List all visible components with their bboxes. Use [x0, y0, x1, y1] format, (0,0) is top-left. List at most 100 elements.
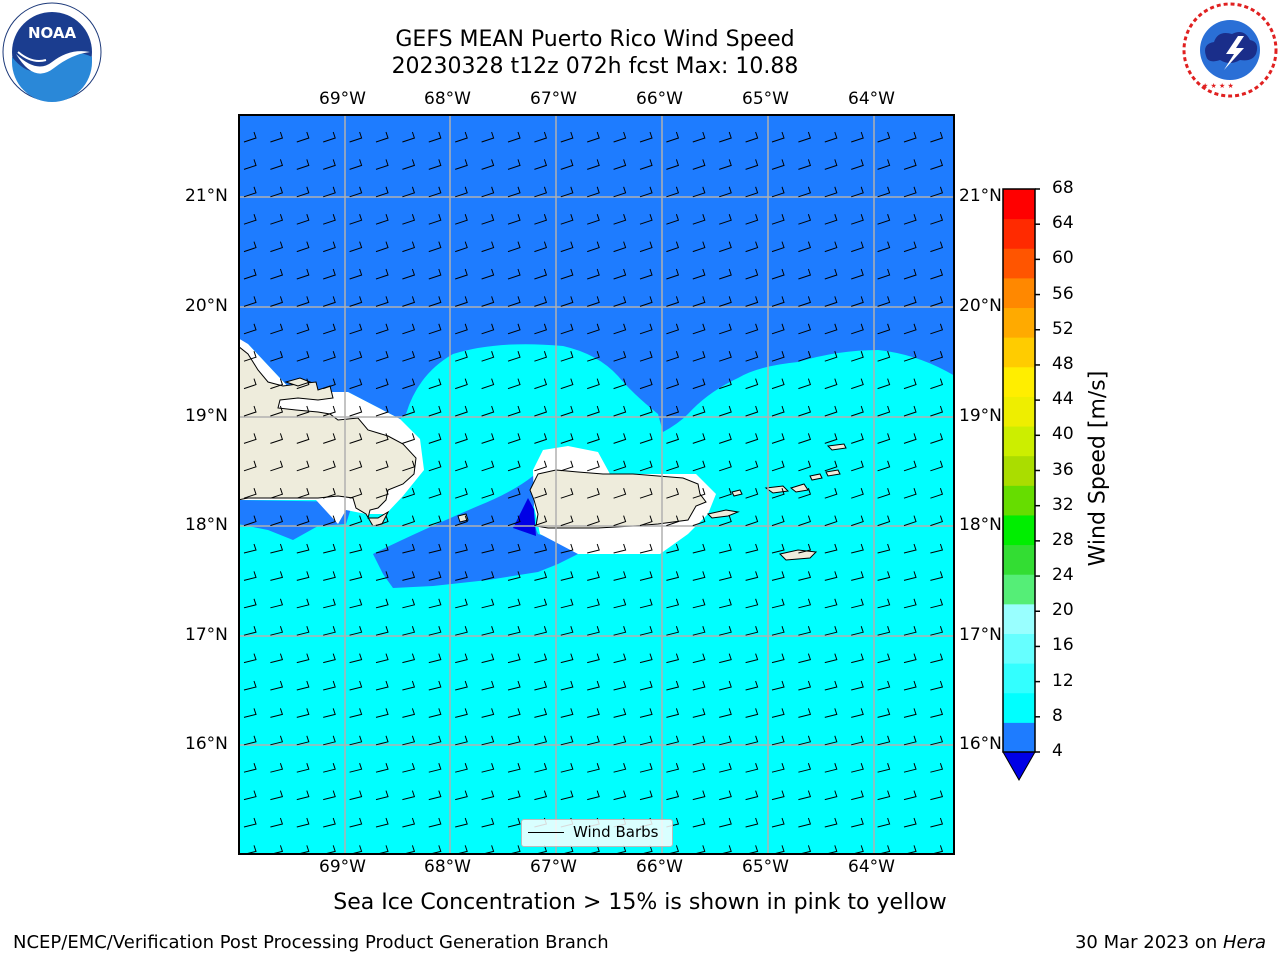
wind-barb	[851, 515, 864, 527]
wind-barb	[296, 186, 310, 198]
wind-barb	[402, 626, 416, 636]
wind-barb	[323, 460, 336, 472]
wind-barb	[296, 296, 310, 307]
wind-barb	[903, 515, 917, 527]
wind-barb	[402, 378, 416, 390]
wind-barb	[771, 323, 785, 335]
sea-ice-caption: Sea Ice Concentration > 15% is shown in …	[333, 890, 947, 915]
wind-barb	[349, 378, 363, 390]
wind-barb	[903, 433, 917, 444]
wind-barb	[771, 351, 785, 362]
wind-barb	[745, 131, 759, 143]
wind-barb	[323, 543, 336, 554]
wind-barb	[270, 241, 284, 253]
wind-barb	[692, 708, 706, 718]
wind-barb	[296, 790, 310, 801]
lat-label-right: 17°N	[959, 625, 1002, 645]
wind-barb	[402, 708, 416, 718]
wind-barb	[692, 515, 706, 527]
wind-barb	[639, 323, 653, 335]
wind-barb	[507, 186, 521, 198]
wind-barb	[692, 323, 706, 335]
speed-band-4-8-north	[239, 115, 954, 432]
wind-barb	[243, 626, 257, 636]
wind-barb	[798, 241, 812, 253]
wind-barb	[639, 626, 653, 636]
wind-barb	[402, 405, 416, 417]
wind-barb	[666, 460, 680, 472]
footer-branch: NCEP/EMC/Verification Post Processing Pr…	[13, 932, 609, 953]
wind-barb	[613, 131, 627, 143]
wind-barb	[323, 378, 336, 390]
wind-barb	[613, 433, 627, 444]
wind-barb	[851, 433, 864, 444]
wind-barb	[534, 186, 548, 198]
wind-barb	[824, 214, 838, 225]
wind-barb	[692, 241, 706, 253]
wind-barb	[930, 598, 944, 609]
wind-barb	[798, 159, 812, 170]
colorbar-tick-label: 44	[1052, 389, 1074, 410]
wind-barb	[639, 708, 653, 718]
wind-barb	[534, 735, 548, 746]
wind-barb	[903, 653, 917, 664]
wind-barb	[824, 571, 838, 581]
wind-barb	[877, 653, 891, 664]
wind-barb	[455, 159, 468, 170]
wind-barb	[455, 488, 468, 499]
wind-barb	[745, 460, 759, 472]
wind-barb	[719, 680, 732, 691]
wind-barb	[534, 351, 548, 362]
wind-barb	[375, 323, 389, 335]
wind-barb	[402, 598, 416, 609]
wind-barb	[851, 186, 864, 198]
wind-barb	[507, 159, 521, 170]
wind-barb	[481, 214, 495, 225]
wind-barb	[745, 159, 759, 170]
wind-barb	[719, 296, 732, 307]
wind-barb	[455, 735, 468, 746]
wind-barb	[402, 186, 416, 198]
colorbar-tick-label: 36	[1052, 459, 1074, 480]
wind-barb	[349, 131, 363, 143]
wind-barb	[613, 680, 627, 691]
wind-barb	[560, 351, 574, 362]
wind-barb	[560, 653, 574, 664]
wind-barb	[903, 543, 917, 554]
wind-barb	[270, 680, 284, 691]
wind-barb	[745, 571, 759, 581]
wind-barb	[692, 159, 706, 170]
wind-barb	[587, 460, 600, 472]
wind-barb	[798, 598, 812, 609]
wind-barb	[666, 268, 680, 280]
wind-barb	[639, 268, 653, 280]
wind-barb	[560, 515, 574, 527]
wind-barb	[824, 598, 838, 609]
wind-barb	[824, 296, 838, 307]
colorbar-tick-label: 64	[1052, 213, 1074, 234]
wind-barb	[613, 323, 627, 335]
colorbar-segment	[1003, 722, 1035, 753]
wind-barb	[507, 241, 521, 253]
wind-barb	[296, 653, 310, 664]
colorbar-segment	[1003, 248, 1035, 279]
wind-barb	[719, 817, 732, 828]
land-tortuga	[284, 377, 312, 387]
wind-barb	[323, 515, 336, 527]
wind-barb	[903, 735, 917, 746]
wind-barb	[877, 763, 891, 773]
wind-barb	[243, 405, 257, 417]
wind-barb	[613, 214, 627, 225]
wind-barb	[270, 323, 284, 335]
wind-barb	[692, 598, 706, 609]
wind-barb	[349, 433, 363, 444]
wind-barb	[824, 763, 838, 773]
wind-barb	[296, 571, 310, 581]
wind-barb	[428, 131, 442, 143]
wind-barb	[560, 571, 574, 581]
colorbar-tick-label: 60	[1052, 248, 1074, 269]
wind-barb	[798, 763, 812, 773]
wind-barb	[428, 460, 442, 472]
lat-label-left: 21°N	[185, 186, 228, 206]
wind-barb	[243, 460, 257, 472]
